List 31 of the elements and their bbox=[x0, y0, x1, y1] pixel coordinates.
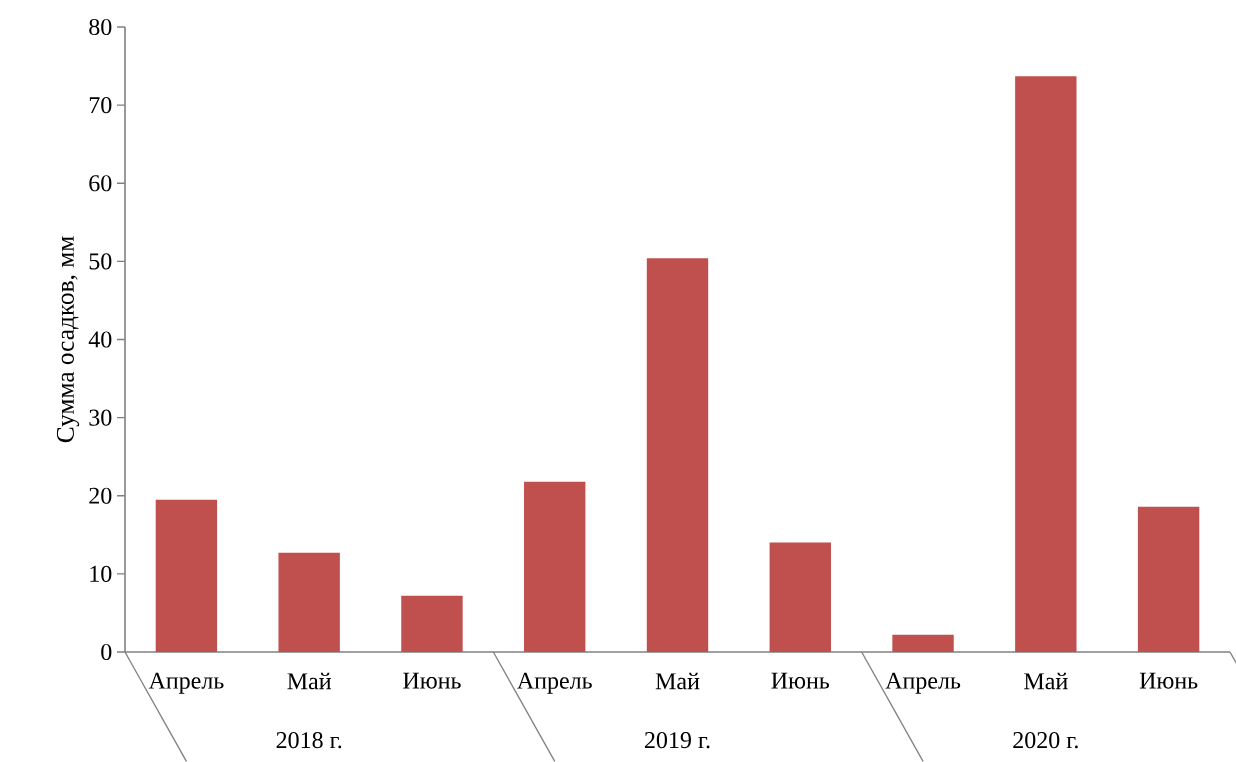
bar bbox=[769, 542, 831, 652]
y-tick-label: 40 bbox=[88, 331, 112, 348]
bar bbox=[278, 552, 340, 652]
bar bbox=[646, 258, 709, 652]
y-tick-label: 30 bbox=[89, 409, 112, 426]
y-tick-label: 60 bbox=[89, 175, 112, 192]
bar bbox=[155, 499, 218, 652]
y-tick-label: 0 bbox=[101, 643, 112, 661]
y-axis-title: Сумма осадков, мм bbox=[56, 236, 80, 443]
text: 2019 г. bbox=[644, 732, 710, 749]
x-tick-label: Апрель bbox=[517, 672, 592, 694]
text: 2018 г. bbox=[276, 732, 342, 749]
x-tick-label: Июнь bbox=[771, 672, 830, 689]
bar bbox=[892, 634, 954, 652]
x-tick-label: Май bbox=[1024, 672, 1068, 690]
y-tick-label: 20 bbox=[89, 487, 112, 504]
x-tick-label: Июнь bbox=[1139, 672, 1198, 689]
bar bbox=[1137, 506, 1200, 652]
y-tick-label: 80 bbox=[89, 18, 112, 36]
x-tick-label: Май bbox=[655, 672, 700, 690]
x-tick-label: Май bbox=[287, 672, 332, 690]
bar bbox=[524, 481, 586, 652]
bar bbox=[1015, 76, 1077, 652]
x-tick-label: Июнь bbox=[403, 672, 461, 689]
x-tick-label: Апрель bbox=[885, 672, 961, 694]
y-tick-label: 10 bbox=[90, 565, 112, 582]
bar bbox=[401, 595, 463, 652]
x-tick-label: Апрель bbox=[148, 672, 224, 694]
y-tick-label: 50 bbox=[89, 253, 112, 270]
text: 2020 г. bbox=[1013, 732, 1078, 749]
y-tick-label: 70 bbox=[89, 97, 112, 114]
